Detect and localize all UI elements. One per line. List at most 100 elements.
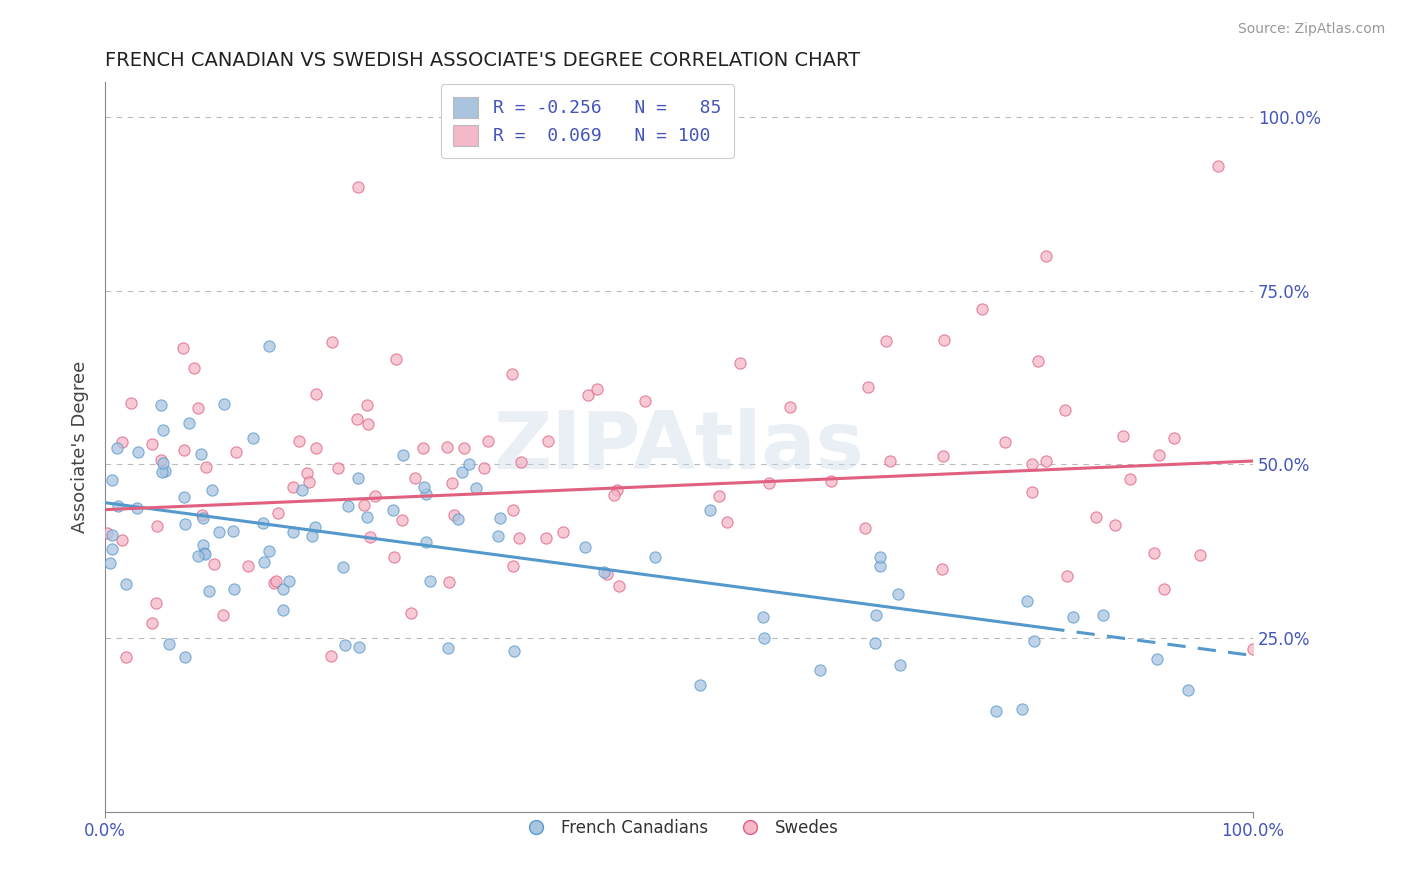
Point <box>201 483 224 497</box>
Point <box>508 532 530 546</box>
Point <box>537 434 560 448</box>
Point <box>1084 509 1107 524</box>
Point <box>115 576 138 591</box>
Point <box>1241 641 1264 656</box>
Point <box>585 382 607 396</box>
Point <box>198 584 221 599</box>
Point <box>152 456 174 470</box>
Point <box>224 582 246 596</box>
Point <box>194 459 217 474</box>
Point <box>820 474 842 488</box>
Point <box>202 558 225 572</box>
Point <box>277 574 299 589</box>
Text: Source: ZipAtlas.com: Source: ZipAtlas.com <box>1237 22 1385 37</box>
Point <box>288 434 311 448</box>
Y-axis label: Associate's Degree: Associate's Degree <box>72 361 89 533</box>
Point <box>931 562 953 576</box>
Point <box>450 466 472 480</box>
Point <box>174 650 197 665</box>
Point <box>191 508 214 523</box>
Point <box>305 441 328 455</box>
Point <box>865 607 887 622</box>
Point <box>150 398 173 412</box>
Point <box>111 434 134 449</box>
Point <box>357 417 380 431</box>
Point <box>194 547 217 561</box>
Point <box>404 471 426 485</box>
Point <box>101 528 124 542</box>
Point <box>972 302 994 317</box>
Point <box>105 441 128 455</box>
Point <box>382 549 405 564</box>
Point <box>440 475 463 490</box>
Point <box>419 574 441 589</box>
Point <box>1021 485 1043 500</box>
Point <box>291 483 314 497</box>
Point <box>281 525 304 540</box>
Point <box>477 434 499 449</box>
Point <box>1026 354 1049 368</box>
Point <box>1112 429 1135 443</box>
Point <box>212 396 235 410</box>
Point <box>211 608 233 623</box>
Point <box>887 587 910 601</box>
Point <box>879 454 901 468</box>
Point <box>150 466 173 480</box>
Point <box>321 334 343 349</box>
Point <box>602 488 624 502</box>
Point <box>266 506 288 520</box>
Point <box>1035 249 1057 263</box>
Point <box>606 483 628 497</box>
Point <box>413 480 436 494</box>
Point <box>125 500 148 515</box>
Point <box>699 503 721 517</box>
Point <box>863 636 886 650</box>
Point <box>101 473 124 487</box>
Point <box>758 475 780 490</box>
Point <box>1163 432 1185 446</box>
Point <box>401 606 423 620</box>
Point <box>1153 582 1175 596</box>
Point <box>149 453 172 467</box>
Point <box>111 533 134 547</box>
Point <box>359 530 381 544</box>
Point <box>96 526 118 541</box>
Point <box>264 574 287 588</box>
Point <box>436 441 458 455</box>
Point <box>115 650 138 665</box>
Point <box>502 644 524 658</box>
Point <box>392 448 415 462</box>
Point <box>869 559 891 574</box>
Point <box>465 481 488 495</box>
Point <box>193 538 215 552</box>
Point <box>259 338 281 352</box>
Point <box>1177 682 1199 697</box>
Point <box>534 532 557 546</box>
Point <box>295 466 318 480</box>
Point <box>415 487 437 501</box>
Point <box>177 416 200 430</box>
Point <box>173 443 195 458</box>
Point <box>707 489 730 503</box>
Point <box>1104 517 1126 532</box>
Point <box>984 704 1007 718</box>
Point <box>173 517 195 532</box>
Point <box>853 521 876 535</box>
Point <box>333 638 356 652</box>
Point <box>488 529 510 543</box>
Point <box>1015 594 1038 608</box>
Point <box>447 512 470 526</box>
Point <box>644 549 666 564</box>
Point <box>443 508 465 522</box>
Point <box>502 559 524 574</box>
Point <box>875 334 897 349</box>
Text: ZIPAtlas: ZIPAtlas <box>494 409 865 486</box>
Point <box>502 502 524 516</box>
Point <box>412 441 434 455</box>
Point <box>934 333 956 347</box>
Point <box>1119 472 1142 486</box>
Point <box>551 524 574 539</box>
Point <box>187 549 209 563</box>
Point <box>1011 702 1033 716</box>
Legend: French Canadians, Swedes: French Canadians, Swedes <box>513 813 845 844</box>
